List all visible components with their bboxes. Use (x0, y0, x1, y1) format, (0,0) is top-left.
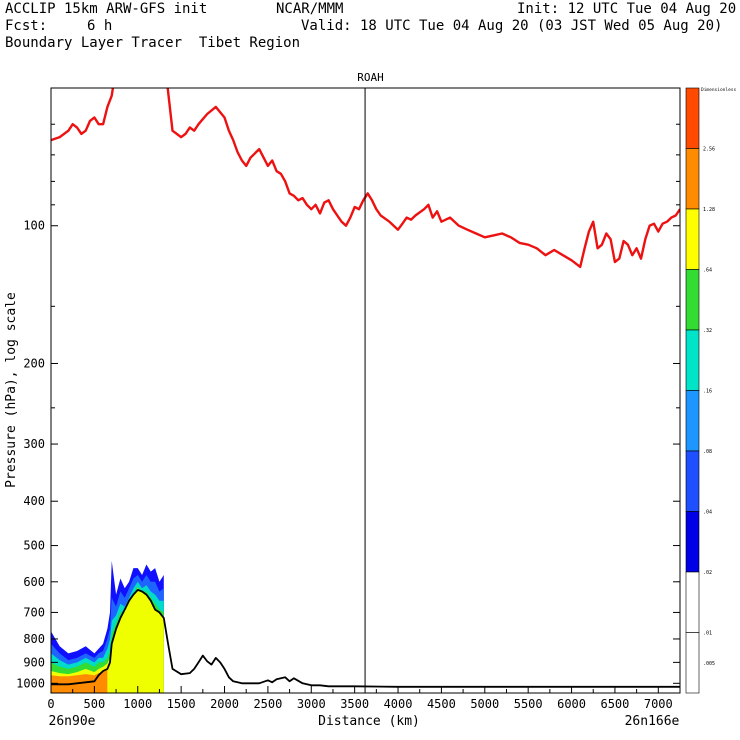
colorbar-label: .08 (703, 449, 712, 455)
org-label: NCAR/MMM (276, 1, 344, 17)
x-tick-label: 6000 (557, 697, 586, 711)
x-tick-label: 2500 (253, 697, 282, 711)
colorbar-label: .005 (703, 661, 715, 667)
y-tick-label: 700 (23, 605, 45, 619)
colorbar-swatch (685, 450, 700, 512)
colorbar: Dimensionless 2.56 1.28 .64 .32 .16 .08 .04 .02.… (685, 87, 737, 694)
colorbar-label: 2.56 (703, 147, 715, 153)
colorbar-swatch (685, 511, 700, 573)
y-tick-label: 500 (23, 539, 45, 553)
tracer-band-5 (51, 669, 108, 693)
colorbar-swatch (685, 269, 700, 331)
tracer-band-4 (51, 588, 164, 693)
colorbar-title: Dimensionless (701, 87, 737, 93)
colorbar-label: .16 (703, 389, 712, 395)
y-axis-label: Pressure (hPa), log scale (4, 292, 19, 488)
y-tick-label: 100 (23, 219, 45, 233)
y-tick-label: 600 (23, 575, 45, 589)
x-end-location: 26n166e (625, 714, 680, 729)
y-tick-label: 400 (23, 494, 45, 508)
y-tick-label: 900 (23, 655, 45, 669)
tracer-bands (51, 560, 164, 693)
colorbar-label: .04 (703, 510, 712, 516)
colorbar-swatch (685, 632, 700, 694)
colorbar-swatch (685, 571, 700, 633)
x-tick-label: 4000 (384, 697, 413, 711)
x-axis-label: Distance (km) (318, 714, 420, 729)
plot-frame (50, 87, 681, 694)
series-line-terrain (51, 589, 680, 688)
y-tick-label: 1000 (16, 676, 45, 690)
series-line-tropopause (51, 88, 680, 269)
colorbar-swatch (685, 208, 700, 270)
x-tick-label: 1000 (123, 697, 152, 711)
x-tick-label: 1500 (167, 697, 196, 711)
x-tick-label: 2000 (210, 697, 239, 711)
series-lines (51, 88, 680, 688)
colorbar-label: .02 (703, 570, 712, 576)
colorbar-swatch (685, 329, 700, 391)
colorbar-label: .64 (703, 268, 712, 274)
x-tick-label: 500 (84, 697, 106, 711)
field-label: Boundary Layer Tracer Tibet Region (5, 35, 301, 51)
chart-title: ROAH (357, 71, 384, 84)
valid-label: Valid: 18 UTC Tue 04 Aug 20 (03 JST Wed … (301, 18, 723, 34)
y-tick-label: 300 (23, 437, 45, 451)
x-start-location: 26n90e (49, 714, 96, 729)
colorbar-label: .01 (703, 631, 712, 637)
fcst-label: Fcst: (5, 18, 48, 34)
x-tick-label: 5500 (514, 697, 543, 711)
x-tick-label: 3000 (297, 697, 326, 711)
colorbar-label: 1.28 (703, 207, 715, 213)
colorbar-swatch (685, 87, 700, 149)
fcst-value: 6 h (87, 18, 113, 34)
x-tick-label: 0 (47, 697, 54, 711)
x-tick-label: 7000 (644, 697, 673, 711)
init-label: Init: 12 UTC Tue 04 Aug 20 (517, 1, 737, 17)
colorbar-label: .32 (703, 328, 712, 334)
model-label: ACCLIP 15km ARW-GFS init (5, 1, 208, 17)
x-tick-label: 3500 (340, 697, 369, 711)
colorbar-swatch (685, 390, 700, 452)
y-tick-label: 200 (23, 356, 45, 370)
y-tick-label: 800 (23, 632, 45, 646)
x-tick-label: 5000 (470, 697, 499, 711)
colorbar-swatch (685, 148, 700, 210)
axes: 0 500 1000 1500 2000 2500 3000 3500 4000 4500 5000… (16, 123, 680, 711)
x-tick-label: 4500 (427, 697, 456, 711)
x-tick-label: 6500 (600, 697, 629, 711)
